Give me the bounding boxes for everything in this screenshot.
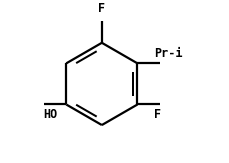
- Text: HO: HO: [43, 108, 57, 121]
- Text: F: F: [154, 108, 161, 121]
- Text: Pr-i: Pr-i: [154, 47, 183, 60]
- Text: F: F: [98, 2, 105, 15]
